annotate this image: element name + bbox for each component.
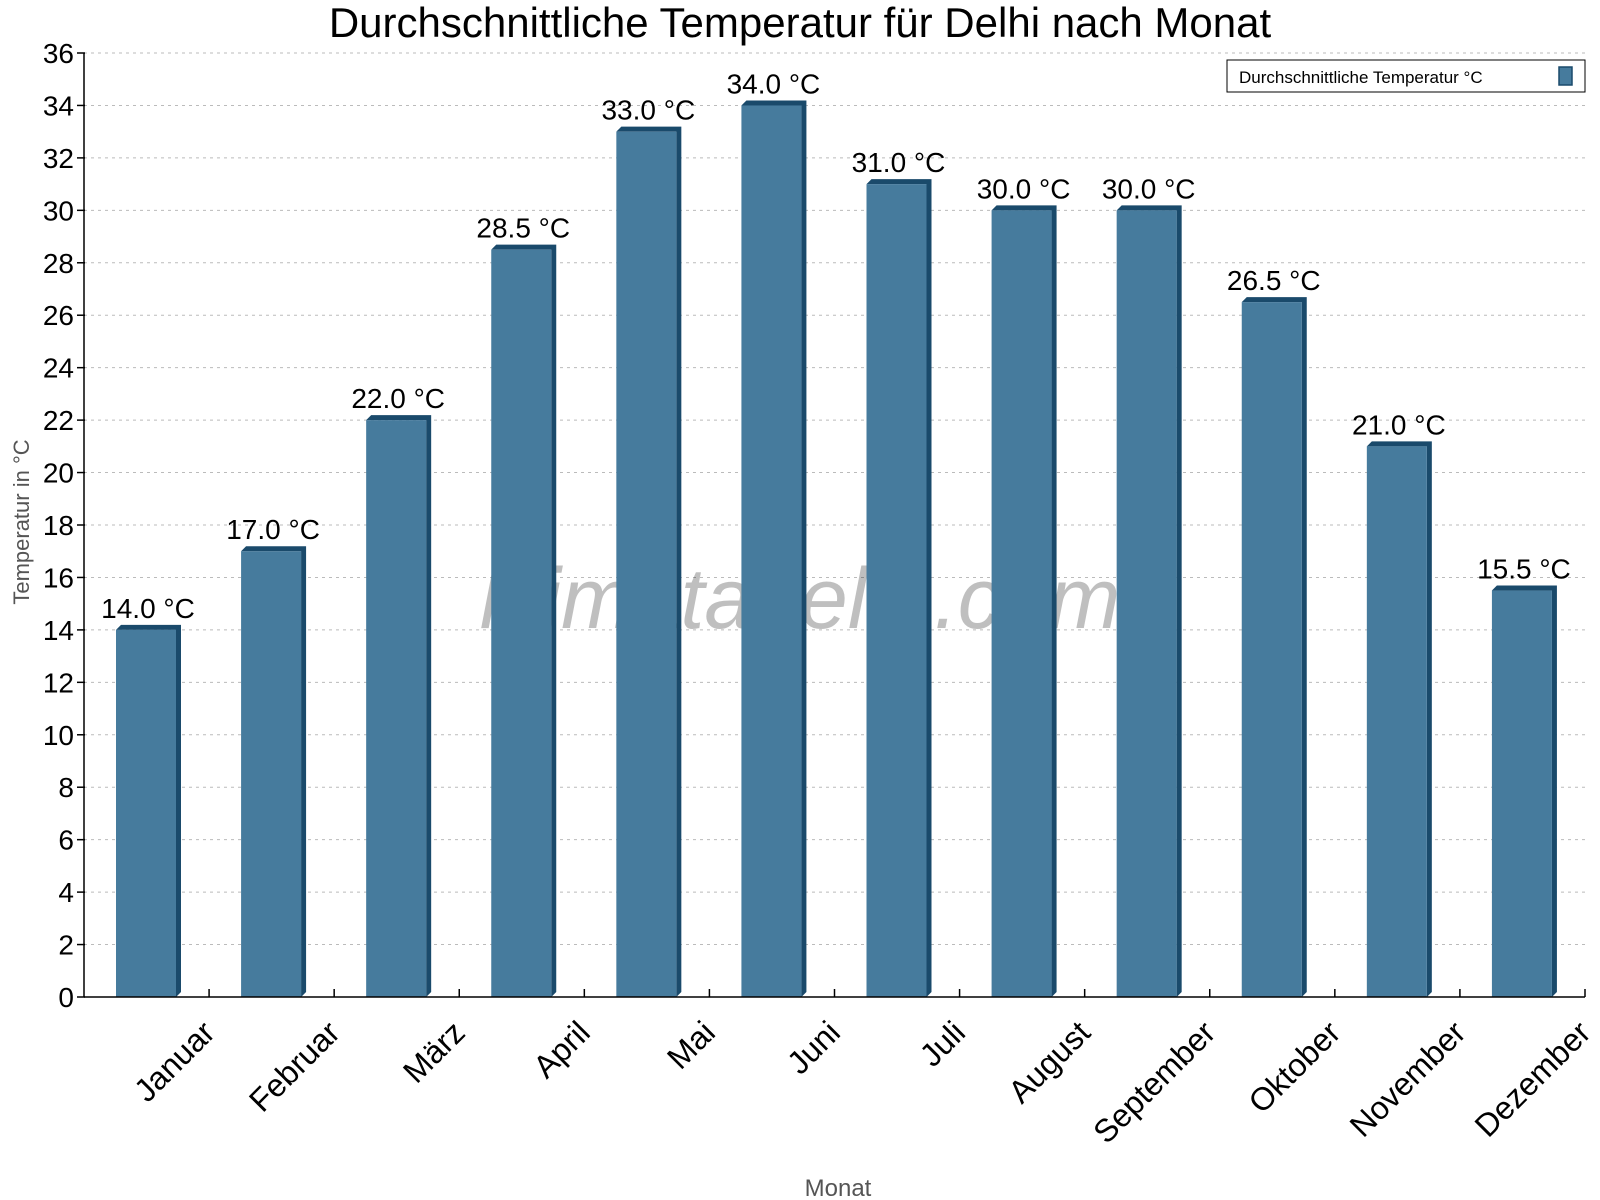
bar (491, 249, 552, 997)
bar (616, 131, 677, 997)
x-axis-ticks: Januar Februar März April Mai Juni Juli AugustS… (127, 989, 1598, 1150)
data-label: 30.0 °C (1102, 173, 1196, 204)
legend-box (1226, 59, 1586, 93)
data-label: 14.0 °C (101, 593, 195, 624)
legend-swatch (1558, 66, 1573, 86)
data-label: 17.0 °C (226, 514, 320, 545)
x-axis-title: Monat (805, 1175, 872, 1200)
y-tick-label: 24 (43, 353, 74, 384)
data-label: 33.0 °C (601, 95, 695, 126)
bar (241, 551, 302, 997)
y-tick-label: 30 (43, 195, 74, 226)
x-tick-label: Juni (780, 1014, 847, 1081)
x-tick-label: Februar (242, 1014, 347, 1119)
data-label: 31.0 °C (852, 147, 946, 178)
bar (1241, 302, 1302, 998)
bar (1116, 210, 1177, 998)
x-tick-label: August (1001, 1014, 1097, 1110)
chart-title: Durchschnittliche Temperatur für Delhi n… (329, 0, 1272, 46)
grid-lines (84, 52, 1585, 946)
y-axis-title: Temperatur in °C (9, 439, 34, 604)
y-tick-label: 36 (43, 38, 74, 69)
y-tick-label: 0 (58, 982, 74, 1013)
x-tick-label: Januar (127, 1014, 222, 1109)
legend: Durchschnittliche Temperatur °C (1226, 59, 1586, 93)
x-tick-label: Dezember (1468, 1014, 1598, 1144)
data-label: 26.5 °C (1227, 265, 1321, 296)
y-tick-label: 6 (58, 825, 74, 856)
y-tick-label: 28 (43, 248, 74, 279)
y-tick-label: 14 (43, 615, 74, 646)
y-tick-label: 34 (43, 90, 74, 121)
bar (741, 105, 802, 997)
y-tick-label: 2 (58, 930, 74, 961)
x-tick-label: November (1343, 1014, 1473, 1144)
x-tick-label: April (526, 1014, 597, 1085)
y-tick-label: 18 (43, 510, 74, 541)
bar (991, 210, 1052, 998)
data-label: 28.5 °C (476, 213, 570, 244)
x-tick-label: September (1086, 1014, 1222, 1150)
bar (866, 184, 927, 998)
bar (1366, 446, 1427, 997)
y-tick-label: 10 (43, 720, 74, 751)
data-label: 22.0 °C (351, 383, 445, 414)
y-tick-label: 12 (43, 667, 74, 698)
data-label: 21.0 °C (1352, 409, 1446, 440)
x-tick-label: Juli (913, 1014, 972, 1073)
y-tick-label: 20 (43, 458, 74, 489)
bar (366, 420, 427, 998)
bars: 14.0 °C 17.0 °C 22.0 °C 28.5 °C 33.0 °C 34.0 … (101, 68, 1571, 998)
bar (116, 629, 176, 997)
y-tick-label: 26 (43, 300, 74, 331)
x-tick-label: Oktober (1241, 1014, 1347, 1120)
y-tick-label: 16 (43, 562, 74, 593)
y-tick-label: 32 (43, 143, 74, 174)
y-tick-label: 22 (43, 405, 74, 436)
bar (1491, 590, 1552, 997)
x-tick-label: Mai (660, 1014, 722, 1076)
y-tick-label: 4 (58, 877, 74, 908)
data-label: 30.0 °C (977, 173, 1071, 204)
data-label: 34.0 °C (727, 68, 821, 99)
x-tick-label: März (396, 1014, 472, 1090)
legend-label: Durchschnittliche Temperatur °C (1239, 68, 1483, 87)
data-label: 15.5 °C (1477, 554, 1571, 585)
y-tick-label: 8 (58, 772, 74, 803)
